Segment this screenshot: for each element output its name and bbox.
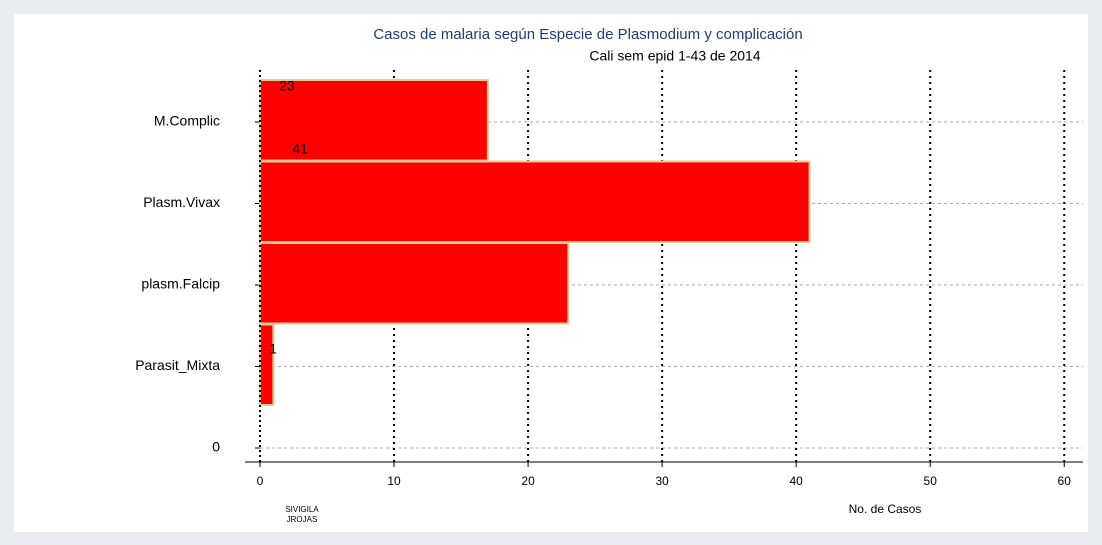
bar	[259, 242, 570, 325]
data-label: 41	[292, 141, 308, 157]
data-label: 23	[279, 78, 295, 94]
x-tick-label: 30	[655, 474, 669, 488]
y-tick-label: 0	[212, 439, 220, 455]
note: JROJAS	[287, 515, 318, 524]
y-tick-label: Plasm.Vivax	[143, 194, 220, 210]
x-tick-label: 20	[521, 474, 535, 488]
x-tick-label: 60	[1058, 474, 1072, 488]
chart-subtitle: Cali sem epid 1-43 de 2014	[589, 48, 760, 64]
y-tick-label: M.Complic	[154, 113, 220, 129]
chart-title: Casos de malaria según Especie de Plasmo…	[373, 26, 802, 43]
x-tick-label: 10	[387, 474, 401, 488]
bar	[259, 79, 489, 162]
bar	[259, 160, 811, 243]
data-label: 1	[269, 341, 277, 357]
x-tick-label: 50	[924, 474, 938, 488]
bar	[259, 323, 275, 406]
x-axis-title: No. de Casos	[849, 502, 922, 516]
note: SIVIGILA	[285, 505, 319, 514]
x-tick-label: 40	[789, 474, 803, 488]
y-tick-label: Parasit_Mixta	[135, 357, 220, 373]
y-tick-label: plasm.Falcip	[141, 276, 220, 292]
x-tick-label: 0	[257, 474, 264, 488]
